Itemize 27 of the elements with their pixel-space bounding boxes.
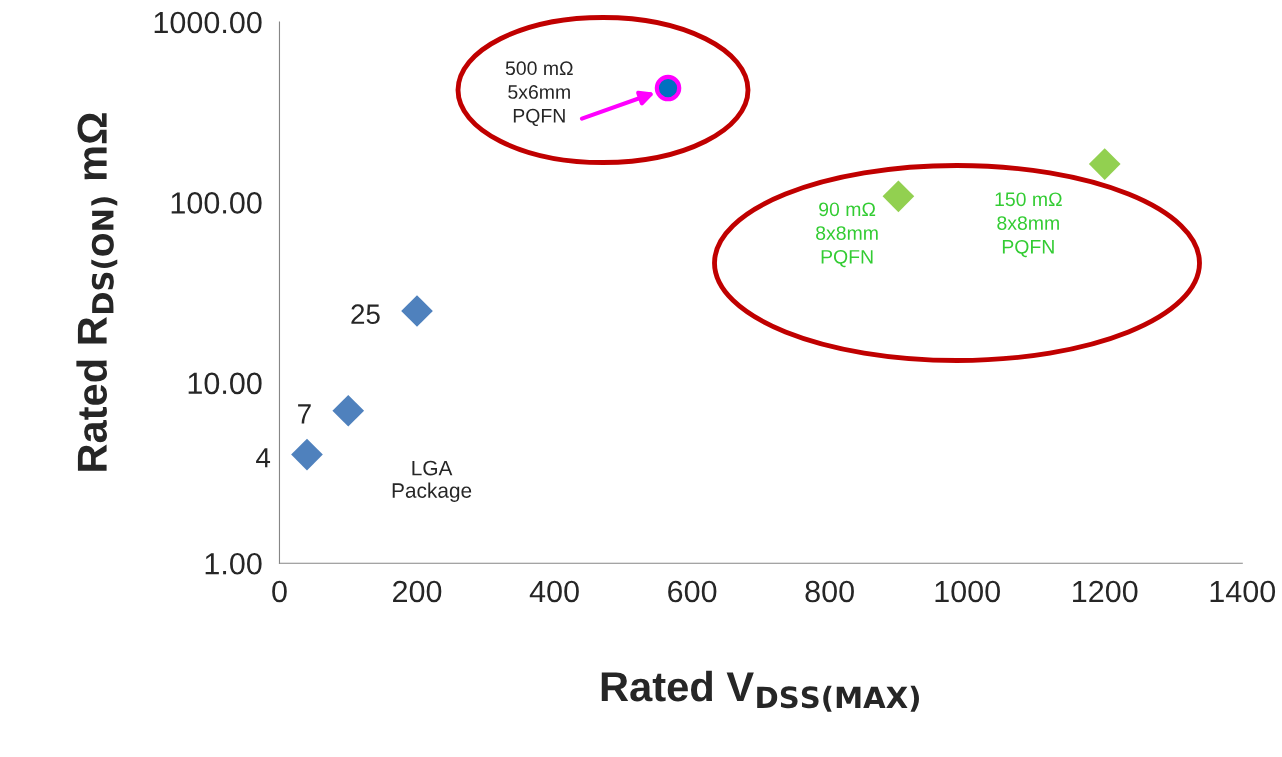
y-tick-label: 10.00	[188, 372, 262, 395]
x-tick-label: 400	[529, 580, 579, 603]
x-tick-label: 1200	[1073, 580, 1138, 603]
point	[291, 438, 323, 471]
x-tick-label: 200	[393, 580, 442, 603]
point	[882, 180, 915, 213]
x-tick-label: 1400	[1210, 580, 1276, 603]
annotation: 150 mΩ 8x8mm PQFN	[995, 192, 1062, 258]
x-axis-title: Rated V$_{DSS(MAX)}$	[601, 670, 919, 712]
point	[332, 394, 365, 427]
x-tick-label: 800	[805, 580, 854, 603]
point	[1088, 148, 1121, 180]
data-label: 25	[351, 304, 380, 325]
y-tick-label: 1.00	[205, 552, 262, 575]
annotation: LGA Package	[392, 460, 472, 502]
point	[654, 74, 682, 102]
x-tick-label: 1000	[935, 580, 1000, 603]
y-tick-label: 1000.00	[154, 11, 262, 34]
data-label: 7	[298, 404, 311, 424]
y-tick-label: 100.00	[171, 192, 262, 214]
data-label: 4	[256, 448, 271, 468]
annotation: 90 mΩ 8x8mm PQFN	[816, 202, 878, 268]
y-axis-title: Rated R$_{DS(ON)}$ mΩ	[76, 113, 118, 471]
x-tick-label: 0	[272, 580, 287, 603]
point	[401, 295, 433, 327]
x-tick-label: 600	[668, 580, 717, 603]
annotation: 500 mΩ 5x6mm PQFN	[505, 61, 573, 127]
